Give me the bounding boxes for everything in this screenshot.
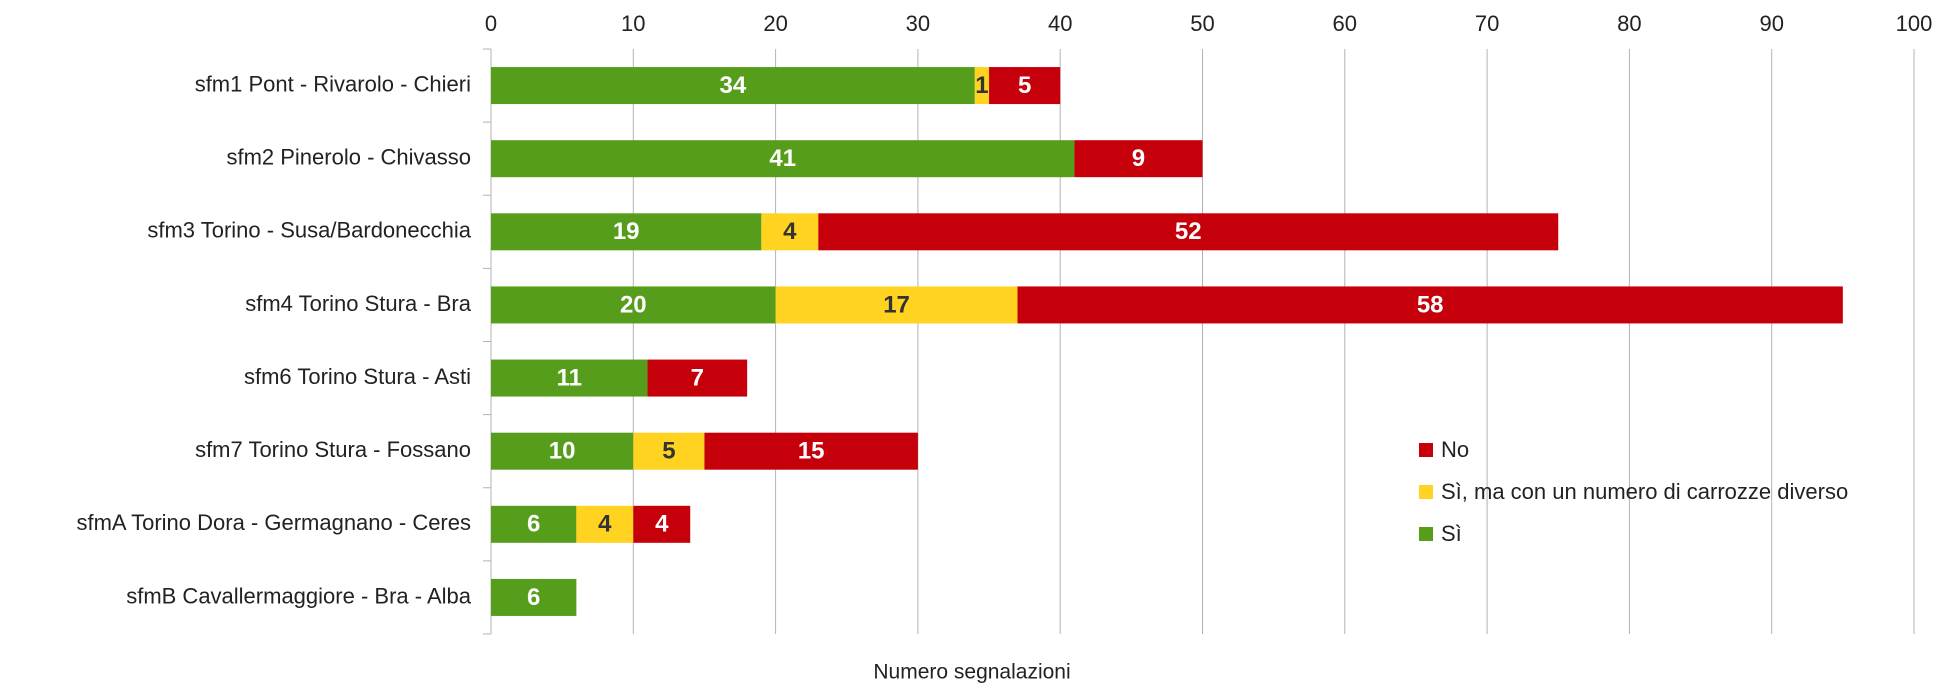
y-tick-label: sfm6 Torino Stura - Asti [244, 364, 471, 389]
data-label: 34 [720, 72, 747, 99]
bar-segment [974, 67, 990, 105]
y-tick-label: sfm4 Torino Stura - Bra [245, 291, 472, 316]
bar-segment [491, 67, 975, 105]
legend-entry: Sì, ma con un numero di carrozze diverso [1419, 478, 1859, 506]
bar-segment [647, 359, 748, 397]
x-tick-label: 20 [763, 11, 787, 36]
legend-entry: Sì [1419, 520, 1859, 548]
data-label: 4 [655, 511, 669, 538]
x-tick-label: 100 [1896, 11, 1933, 36]
data-label: 17 [883, 291, 910, 318]
data-label: 5 [662, 438, 675, 465]
bar-segment [704, 432, 918, 470]
legend-swatch [1419, 443, 1433, 457]
y-tick-label: sfmB Cavallermaggiore - Bra - Alba [126, 583, 472, 608]
bar-segment [633, 432, 705, 470]
bar-segment [491, 578, 577, 616]
data-label: 4 [783, 218, 797, 245]
legend-label: No [1441, 437, 1470, 462]
x-tick-label: 30 [906, 11, 930, 36]
legend-label: Sì, ma con un numero di carrozze diverso [1441, 479, 1849, 504]
x-tick-label: 80 [1617, 11, 1641, 36]
bar-segment [491, 432, 634, 470]
legend: No Sì, ma con un numero di carrozze diver… [1419, 436, 1859, 562]
data-label: 52 [1175, 218, 1202, 245]
x-tick-label: 90 [1759, 11, 1783, 36]
data-label: 5 [1018, 72, 1031, 99]
bar-segment [633, 505, 691, 543]
data-label: 15 [798, 438, 825, 465]
y-tick-label: sfm7 Torino Stura - Fossano [195, 437, 471, 462]
y-tick-label: sfm3 Torino - Susa/Bardonecchia [147, 218, 471, 243]
y-tick-label: sfm1 Pont - Rivarolo - Chieri [195, 71, 471, 96]
bar-segment [1017, 286, 1843, 324]
data-label: 11 [557, 364, 582, 391]
x-tick-label: 10 [621, 11, 645, 36]
bar-segment [761, 213, 819, 251]
legend-label: Sì [1441, 521, 1462, 546]
bar-segment [1074, 140, 1203, 178]
bar-segment [491, 140, 1075, 178]
x-tick-label: 60 [1333, 11, 1357, 36]
legend-entry: No [1419, 436, 1859, 464]
data-label: 20 [620, 291, 647, 318]
x-tick-label: 70 [1475, 11, 1499, 36]
data-label: 19 [613, 218, 640, 245]
data-label: 6 [527, 584, 540, 611]
data-label: 58 [1417, 291, 1444, 318]
x-tick-label: 0 [485, 11, 497, 36]
x-tick-label: 40 [1048, 11, 1072, 36]
data-label: 7 [691, 364, 704, 391]
data-label: 1 [975, 72, 988, 99]
legend-swatch [1419, 527, 1433, 541]
bar-segment [989, 67, 1061, 105]
bar-segment [576, 505, 634, 543]
data-label: 9 [1132, 145, 1145, 172]
legend-swatch [1419, 485, 1433, 499]
bar-segment [491, 213, 762, 251]
y-tick-label: sfmA Torino Dora - Germagnano - Ceres [76, 510, 471, 535]
bar-segment [775, 286, 1018, 324]
bar-segment [491, 359, 648, 397]
y-tick-label: sfm2 Pinerolo - Chivasso [226, 145, 471, 170]
bar-segment [491, 505, 577, 543]
bar-segment [818, 213, 1559, 251]
data-label: 4 [598, 511, 612, 538]
data-label: 10 [549, 438, 576, 465]
bar-segment [491, 286, 776, 324]
x-tick-label: 50 [1190, 11, 1214, 36]
x-axis-title: Numero segnalazioni [873, 661, 1070, 684]
data-label: 6 [527, 511, 540, 538]
data-label: 41 [769, 145, 796, 172]
